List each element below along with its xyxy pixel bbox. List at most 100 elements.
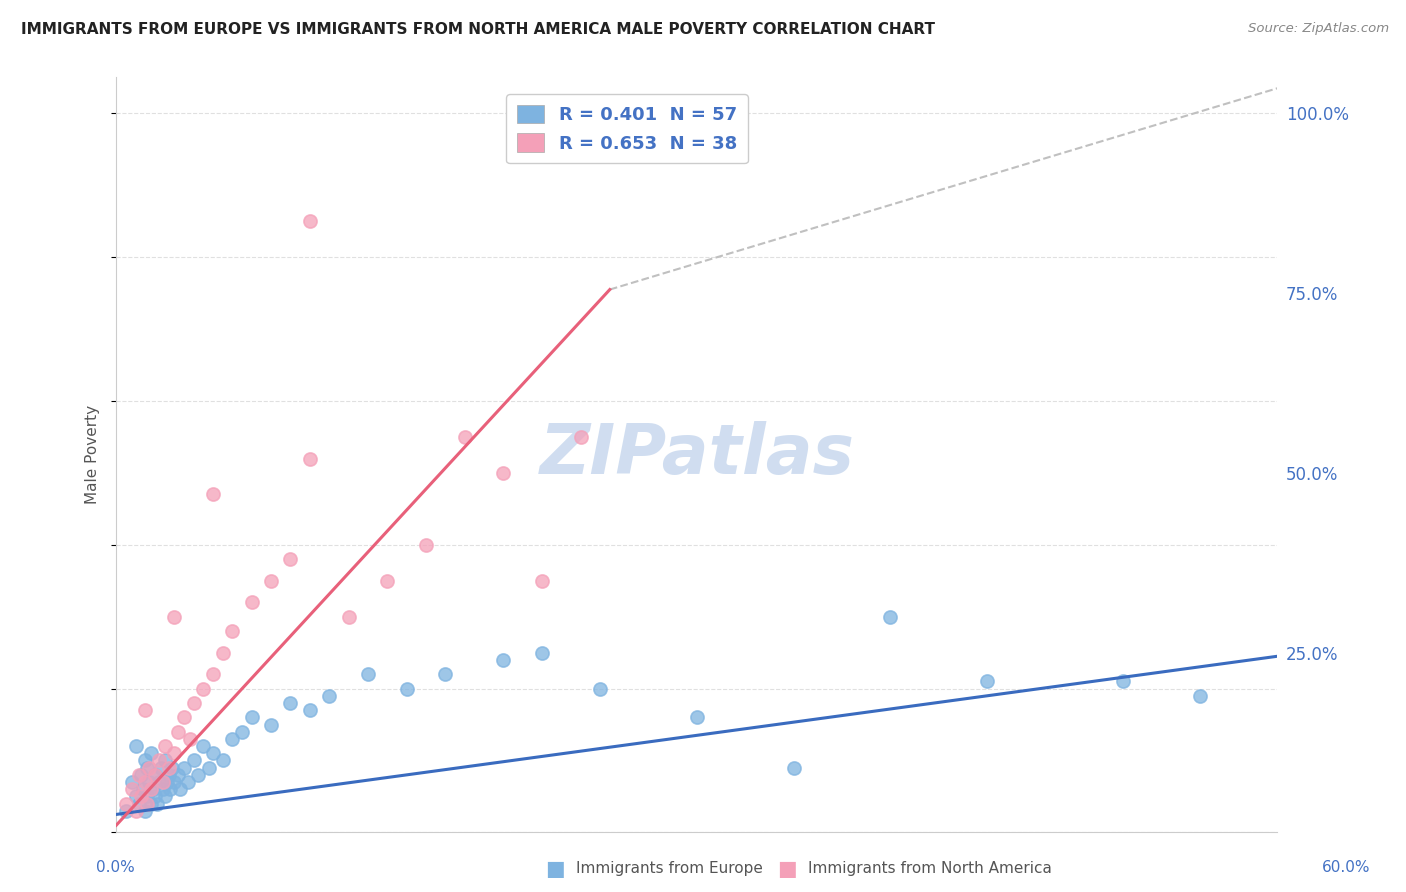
Point <box>240 595 263 609</box>
Point <box>134 754 156 768</box>
Point <box>148 754 170 768</box>
Point <box>193 681 215 696</box>
Point <box>221 731 243 746</box>
Point <box>163 609 186 624</box>
Point <box>357 667 380 681</box>
Point <box>231 724 253 739</box>
Point <box>157 761 180 775</box>
Point <box>131 768 153 782</box>
Point <box>139 797 162 811</box>
Point <box>159 782 181 797</box>
Point <box>136 761 159 775</box>
Point <box>260 717 283 731</box>
Y-axis label: Male Poverty: Male Poverty <box>86 405 100 505</box>
Point <box>375 574 398 588</box>
Point <box>121 782 143 797</box>
Point <box>162 761 184 775</box>
Point <box>163 775 186 789</box>
Point <box>221 624 243 638</box>
Point <box>173 761 195 775</box>
Point <box>183 696 205 710</box>
Point <box>143 768 166 782</box>
Point <box>167 724 190 739</box>
Point <box>136 797 159 811</box>
Point <box>138 761 160 775</box>
Point <box>121 775 143 789</box>
Point <box>589 681 612 696</box>
Point <box>134 804 156 818</box>
Point <box>202 487 225 501</box>
Point <box>211 754 233 768</box>
Point <box>492 466 515 480</box>
Point <box>686 710 709 724</box>
Point <box>132 782 155 797</box>
Point <box>280 696 302 710</box>
Point <box>128 797 150 811</box>
Point <box>155 775 177 789</box>
Point <box>177 775 200 789</box>
Point <box>134 703 156 717</box>
Point <box>260 574 283 588</box>
Text: ■: ■ <box>546 859 565 879</box>
Point <box>395 681 418 696</box>
Point <box>134 775 156 789</box>
Point <box>115 797 138 811</box>
Point <box>153 789 176 804</box>
Point <box>183 754 205 768</box>
Point <box>153 739 176 753</box>
Point <box>143 789 166 804</box>
Point <box>139 782 162 797</box>
Point <box>240 710 263 724</box>
Text: ZIPatlas: ZIPatlas <box>540 421 855 489</box>
Point <box>453 430 475 444</box>
Point <box>142 782 165 797</box>
Legend: R = 0.401  N = 57, R = 0.653  N = 38: R = 0.401 N = 57, R = 0.653 N = 38 <box>506 94 748 163</box>
Point <box>782 761 804 775</box>
Text: Immigrants from North America: Immigrants from North America <box>808 862 1052 876</box>
Point <box>148 775 170 789</box>
Point <box>415 538 437 552</box>
Point <box>211 646 233 660</box>
Point <box>202 667 225 681</box>
Point <box>167 768 190 782</box>
Point <box>136 789 159 804</box>
Point <box>149 761 172 775</box>
Point <box>179 731 201 746</box>
Point <box>139 747 162 761</box>
Point <box>531 574 554 588</box>
Point <box>1189 689 1212 703</box>
Point <box>187 768 209 782</box>
Point <box>173 710 195 724</box>
Text: Source: ZipAtlas.com: Source: ZipAtlas.com <box>1249 22 1389 36</box>
Text: ■: ■ <box>778 859 797 879</box>
Point <box>163 747 186 761</box>
Point <box>337 609 360 624</box>
Point <box>193 739 215 753</box>
Point <box>202 747 225 761</box>
Point <box>152 782 174 797</box>
Point <box>318 689 340 703</box>
Point <box>157 768 180 782</box>
Point <box>298 703 321 717</box>
Point <box>879 609 901 624</box>
Text: Immigrants from Europe: Immigrants from Europe <box>576 862 763 876</box>
Point <box>531 646 554 660</box>
Text: IMMIGRANTS FROM EUROPE VS IMMIGRANTS FROM NORTH AMERICA MALE POVERTY CORRELATION: IMMIGRANTS FROM EUROPE VS IMMIGRANTS FRO… <box>21 22 935 37</box>
Point <box>143 768 166 782</box>
Point <box>298 214 321 228</box>
Point <box>153 754 176 768</box>
Point <box>298 451 321 466</box>
Point <box>492 653 515 667</box>
Point <box>152 775 174 789</box>
Point <box>434 667 457 681</box>
Point <box>124 739 146 753</box>
Point <box>976 674 998 689</box>
Point <box>131 789 153 804</box>
Point <box>128 768 150 782</box>
Point <box>198 761 221 775</box>
Point <box>115 804 138 818</box>
Text: 60.0%: 60.0% <box>1323 860 1371 874</box>
Point <box>1111 674 1133 689</box>
Point <box>124 804 146 818</box>
Point <box>138 775 160 789</box>
